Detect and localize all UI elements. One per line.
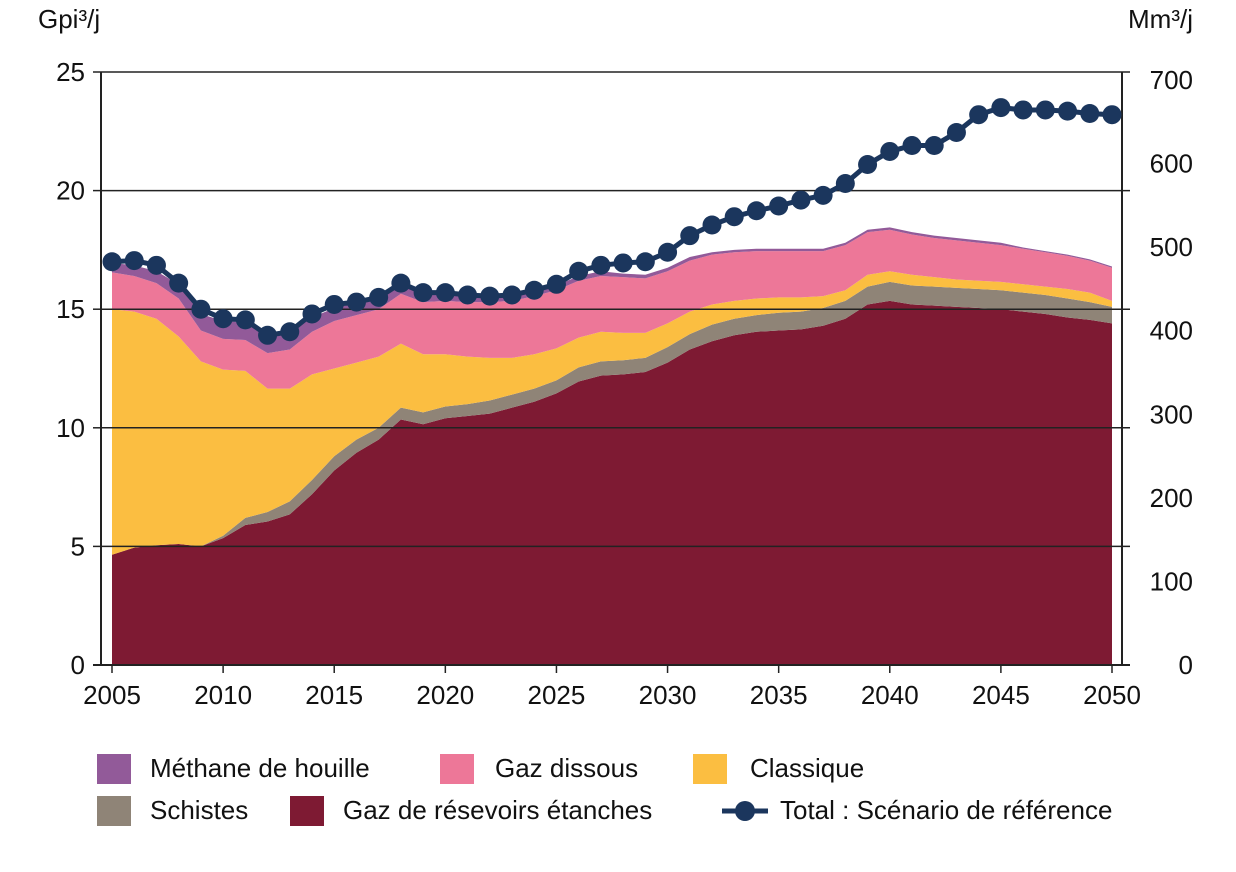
total-point [502,285,522,305]
legend-label: Gaz dissous [495,753,639,783]
y-tick-label-left: 25 [56,57,85,87]
total-point [524,280,544,300]
y-tick-label-right: 200 [1150,483,1193,513]
total-point [1013,100,1033,120]
total-point [813,185,833,205]
total-point [769,196,789,216]
legend-label: Méthane de houille [150,753,370,783]
y-tick-label-right: 400 [1150,316,1193,346]
total-point [258,325,278,345]
total-point [613,253,633,273]
total-line [111,105,1113,338]
total-point [191,299,211,319]
total-point [102,252,122,272]
y-tick-label-left: 15 [56,294,85,324]
total-point [680,226,700,246]
area-series-0 [112,300,1112,665]
total-point [924,136,944,156]
total-point [724,207,744,227]
total-point [280,322,300,342]
total-point [991,98,1011,118]
legend-item-total: Total : Scénario de référence [722,795,1112,826]
total-point [1102,105,1122,125]
total-point [591,255,611,275]
total-point [902,136,922,156]
y-tick-label-right: 300 [1150,399,1193,429]
axes [93,71,1130,673]
total-point [346,292,366,312]
total-point [880,141,900,161]
y-left-unit: Gpi³/j [38,4,100,34]
total-point [324,294,344,314]
legend-line-marker [722,800,768,821]
legend-label: Gaz de résevoirs étanches [343,795,653,825]
y-tick-label-left: 20 [56,176,85,206]
total-point [858,155,878,175]
total-point [1058,101,1078,121]
y-tick-label-right: 500 [1150,232,1193,262]
total-point [546,274,566,294]
total-point [302,304,322,324]
legend-label: Classique [750,753,865,783]
total-point [391,273,411,293]
y-right-unit: Mm³/j [1128,4,1193,34]
legend-item-etanches: Gaz de résevoirs étanches [290,795,652,826]
legend-swatch [97,753,131,784]
total-point [169,273,189,293]
total-point [1080,104,1100,124]
x-tick-label: 2030 [639,680,697,710]
total-point [835,173,855,193]
x-tick-label: 2005 [83,680,141,710]
total-point [658,242,678,262]
y-tick-label-right: 100 [1150,566,1193,596]
total-point [746,201,766,221]
legend-item-classique: Classique [693,753,864,784]
legend-item-schistes: Schistes [97,795,248,826]
legend-swatch [97,795,131,826]
total-point [146,255,166,275]
total-point [124,251,144,271]
total-point [702,215,722,235]
y-tick-label-left: 5 [71,531,85,561]
legend-swatch [290,795,324,826]
total-point [369,287,389,307]
total-point [435,283,455,303]
x-tick-label: 2025 [528,680,586,710]
x-tick-label: 2010 [194,680,252,710]
total-point [480,286,500,306]
legend-label: Total : Scénario de référence [780,795,1113,825]
total-point [969,105,989,125]
y-tick-label-left: 0 [71,650,85,680]
total-point [413,283,433,303]
total-point [458,285,478,305]
total-point [791,190,811,210]
total-point [946,122,966,142]
legend-label: Schistes [150,795,249,825]
gridlines [101,71,1130,548]
x-tick-label: 2015 [305,680,363,710]
y-tick-label-right: 0 [1179,650,1193,680]
x-tick-label: 2050 [1083,680,1141,710]
legend-item-dissous: Gaz dissous [440,753,638,784]
legend-swatch [440,753,474,784]
total-point [1035,100,1055,120]
y-tick-label-left: 10 [56,413,85,443]
x-tick-label: 2045 [972,680,1030,710]
total-point [569,261,589,281]
y-tick-label-right: 700 [1150,65,1193,95]
total-point [213,309,233,329]
x-tick-label: 2020 [416,680,474,710]
area-series-2 [112,271,1112,555]
x-tick-label: 2035 [750,680,808,710]
legend-item-methane: Méthane de houille [97,753,370,784]
stacked-areas [112,227,1112,665]
total-line-series [102,98,1122,345]
legend-swatch [693,753,727,784]
total-point [235,310,255,330]
x-tick-label: 2040 [861,680,919,710]
total-point [635,252,655,272]
y-tick-label-right: 600 [1150,149,1193,179]
